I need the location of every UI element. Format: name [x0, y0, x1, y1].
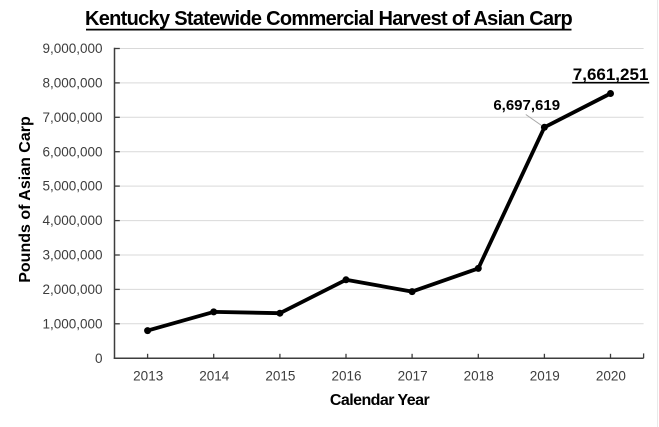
svg-text:2014: 2014 [199, 369, 230, 384]
svg-text:2020: 2020 [596, 369, 626, 384]
svg-text:Pounds of Asian Carp: Pounds of Asian Carp [17, 116, 34, 283]
svg-text:6,000,000: 6,000,000 [42, 144, 102, 159]
svg-text:5,000,000: 5,000,000 [42, 179, 102, 194]
svg-text:3,000,000: 3,000,000 [42, 248, 102, 263]
svg-text:7,000,000: 7,000,000 [42, 110, 102, 125]
svg-text:6,697,619: 6,697,619 [493, 97, 560, 114]
svg-text:1,000,000: 1,000,000 [42, 316, 102, 331]
svg-text:Kentucky Statewide Commercial: Kentucky Statewide Commercial Harvest of… [85, 8, 573, 30]
svg-text:7,661,251: 7,661,251 [573, 65, 649, 84]
svg-text:2,000,000: 2,000,000 [42, 282, 102, 297]
svg-text:0: 0 [95, 351, 103, 366]
svg-text:2019: 2019 [530, 369, 560, 384]
svg-text:9,000,000: 9,000,000 [42, 41, 102, 56]
svg-text:8,000,000: 8,000,000 [42, 76, 102, 91]
svg-text:2018: 2018 [464, 369, 494, 384]
svg-text:2013: 2013 [133, 369, 163, 384]
svg-text:2015: 2015 [265, 369, 295, 384]
svg-text:Calendar Year: Calendar Year [330, 392, 430, 409]
svg-text:4,000,000: 4,000,000 [42, 213, 102, 228]
svg-text:2016: 2016 [331, 369, 361, 384]
svg-text:2017: 2017 [398, 369, 428, 384]
